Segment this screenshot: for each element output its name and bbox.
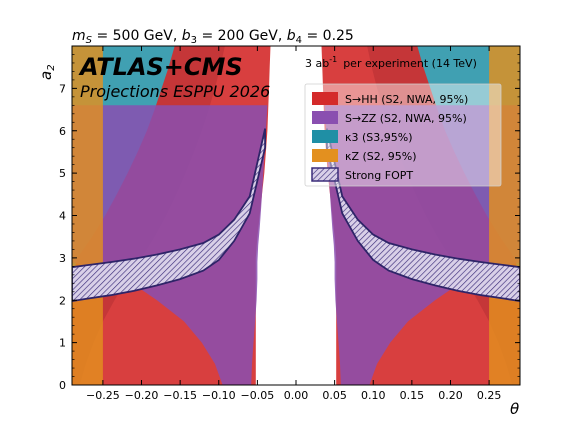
x-tick-label: 0.00: [284, 389, 309, 402]
title-b4-value: = 0.25: [302, 28, 354, 44]
legend-label: S→ZZ (S2, NWA, 95%): [345, 112, 467, 125]
legend-label: Strong FOPT: [345, 169, 413, 182]
legend-label: κZ (S2, 95%): [345, 150, 417, 163]
legend-swatch: [312, 149, 338, 162]
y-tick-label: 5: [59, 167, 66, 180]
luminosity-label: 3 ab-1 per experiment (14 TeV): [305, 55, 477, 70]
kappaZ-region-left: [72, 46, 103, 385]
legend-label: κ3 (S3,95%): [345, 131, 413, 144]
luminosity-rest: per experiment (14 TeV): [343, 57, 477, 70]
y-tick-label: 7: [59, 82, 66, 95]
szz-region-right: [324, 105, 520, 385]
y-tick-label: 4: [59, 210, 66, 223]
strong-fopt-band-right: [326, 128, 520, 303]
legend-swatch: [312, 130, 338, 143]
x-tick-label: −0.20: [125, 389, 159, 402]
luminosity-value: 3 ab: [305, 57, 329, 70]
luminosity-exponent: -1: [329, 55, 337, 64]
x-tick-label: 0.05: [322, 389, 347, 402]
y-axis-label-subscript: 2: [46, 64, 57, 70]
y-tick-label: 3: [59, 252, 66, 265]
y-tick-label: 1: [59, 337, 66, 350]
title-m-symbol: m: [72, 28, 86, 44]
chart-title: mS = 500 GeV, b3 = 200 GeV, b4 = 0.25: [72, 28, 354, 46]
svg-text:a2: a2: [37, 64, 57, 80]
projection-subtitle: Projections ESPPU 2026: [80, 82, 270, 101]
title-b4-symbol: b: [287, 28, 296, 44]
title-m-subscript: S: [86, 35, 93, 46]
plot-area: [72, 46, 520, 385]
title-m-value: = 500 GeV,: [92, 28, 182, 44]
legend: S→HH (S2, NWA, 95%) S→ZZ (S2, NWA, 95%) κ3…: [304, 83, 502, 187]
title-b3-subscript: 3: [191, 35, 197, 46]
y-tick-label: 2: [59, 294, 66, 307]
x-axis-label: θ: [510, 400, 519, 418]
x-tick-label: 0.20: [438, 389, 463, 402]
axis-ticks: −0.25 −0.20 −0.15 −0.10 −0.05 0.00 0.05 0.10 0.1…: [59, 46, 520, 402]
x-tick-label: −0.15: [163, 389, 197, 402]
brand-label: ATLAS+CMS: [78, 53, 243, 81]
exclusion-regions: [72, 46, 520, 385]
legend-label: S→HH (S2, NWA, 95%): [345, 93, 468, 106]
title-b3-symbol: b: [182, 28, 191, 44]
kappaZ-region-right: [489, 46, 520, 385]
legend-swatch: [312, 111, 338, 124]
x-tick-label: 0.25: [477, 389, 502, 402]
legend-swatch: [312, 92, 338, 105]
x-tick-label: 0.10: [361, 389, 386, 402]
x-tick-label: −0.10: [202, 389, 236, 402]
szz-region-left: [72, 105, 268, 385]
y-tick-label: 6: [59, 125, 66, 138]
y-axis-label-symbol: a: [37, 71, 55, 80]
title-b4-subscript: 4: [296, 35, 302, 46]
legend-swatch: [311, 167, 339, 182]
x-tick-label: 0.15: [400, 389, 425, 402]
y-tick-label: 0: [59, 379, 66, 392]
x-tick-label: −0.25: [86, 389, 120, 402]
y-axis-label: a2: [37, 64, 57, 80]
x-tick-label: −0.05: [241, 389, 275, 402]
title-b3-value: = 200 GeV,: [197, 28, 287, 44]
legend-box: [304, 83, 502, 187]
strong-fopt-band-left: [72, 128, 266, 303]
